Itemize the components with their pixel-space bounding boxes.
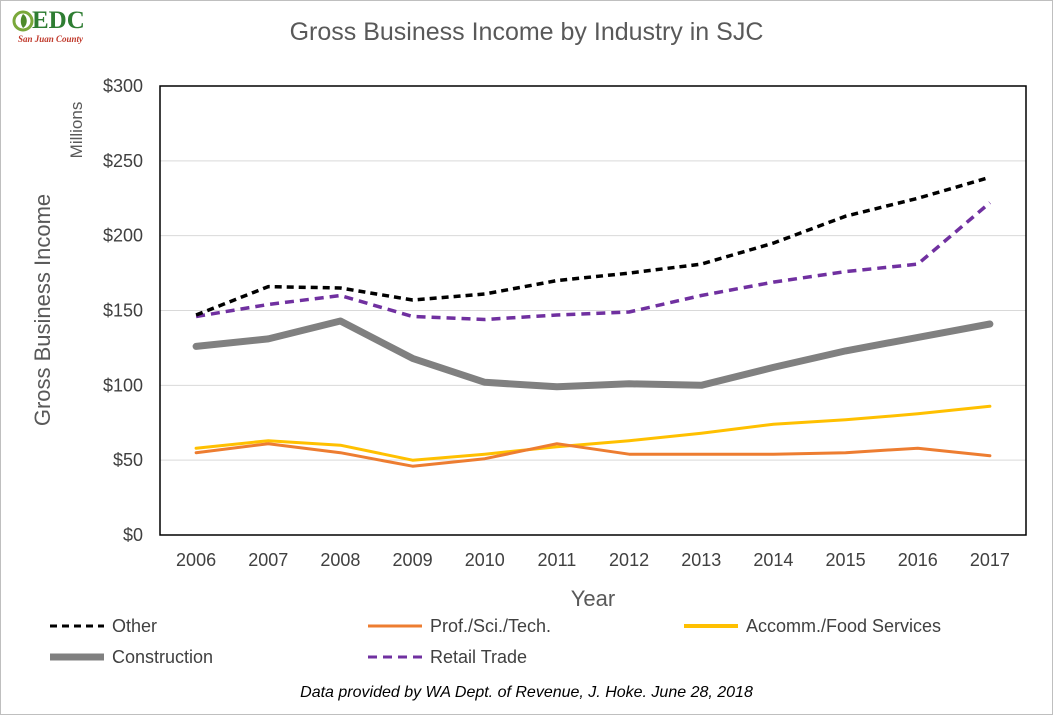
x-tick-label: 2008 <box>320 550 360 570</box>
series-line-construction <box>192 317 994 391</box>
y-tick-label: $200 <box>103 226 143 246</box>
legend-label-construction: Construction <box>112 646 214 667</box>
x-tick-label: 2015 <box>826 550 866 570</box>
legend-item-retail-trade: Retail Trade <box>366 643 527 671</box>
x-tick-label: 2012 <box>609 550 649 570</box>
gridlines <box>160 160 1026 461</box>
legend-label-accomm-food: Accomm./Food Services <box>746 615 942 636</box>
y-tick-labels: $0 $50 $100 $150 $200 $250 $300 <box>103 76 143 545</box>
y-axis-title: Gross Business Income <box>30 194 55 426</box>
legend-item-accomm-food: Accomm./Food Services <box>682 612 941 640</box>
legend-label-prof-sci-tech: Prof./Sci./Tech. <box>430 615 552 636</box>
legend-label-other: Other <box>112 615 158 636</box>
x-tick-labels: 2006 2007 2008 2009 2010 2011 2012 2013 2014 2015… <box>176 550 1010 570</box>
chart-title: Gross Business Income by Industry in SJC <box>289 18 764 46</box>
x-axis-title: Year <box>571 586 615 611</box>
y-tick-label: $300 <box>103 76 143 96</box>
logo-subtitle: San Juan County <box>18 34 84 44</box>
legend-item-construction: Construction <box>48 643 213 671</box>
plot-area: $0$50$100$150$200$250$300 2006 2007 2008 20… <box>30 76 1027 611</box>
x-tick-label: 2017 <box>970 550 1010 570</box>
y-tick-label: $100 <box>103 375 143 395</box>
legend-swatch-retail-trade <box>368 655 422 659</box>
x-tick-label: 2006 <box>176 550 216 570</box>
legend-swatch-prof-sci-tech <box>368 624 422 628</box>
x-tick-label: 2011 <box>538 550 577 570</box>
legend-label-retail-trade: Retail Trade <box>430 646 528 667</box>
units-label: Millions <box>67 102 86 159</box>
y-tick-label: $0 <box>123 525 143 545</box>
x-tick-label: 2009 <box>393 550 433 570</box>
series-line-retail-trade <box>195 201 992 322</box>
legend: Other Prof./Sci./Tech. Accomm./Food Serv… <box>0 612 1053 674</box>
plot-border <box>159 85 1027 536</box>
y-tick-label: $250 <box>103 151 143 171</box>
x-tick-label: 2014 <box>753 550 793 570</box>
legend-swatch-accomm-food <box>684 624 738 628</box>
legend-item-other: Other <box>48 612 157 640</box>
series-lines <box>192 175 994 468</box>
x-tick-label: 2010 <box>465 550 505 570</box>
logo-text: EDC <box>32 7 85 34</box>
x-tick-label: 2007 <box>248 550 288 570</box>
legend-swatch-construction <box>50 653 104 661</box>
source-note: Data provided by WA Dept. of Revenue, J.… <box>300 684 753 701</box>
leaf-icon <box>12 10 34 32</box>
edc-logo: EDC San Juan County <box>12 7 102 44</box>
legend-item-prof-sci-tech: Prof./Sci./Tech. <box>366 612 551 640</box>
series-line-accomm-food-services <box>194 404 992 462</box>
series-line-prof-sci-tech <box>194 442 992 468</box>
x-tick-label: 2013 <box>681 550 721 570</box>
x-tick-label: 2016 <box>898 550 938 570</box>
y-tick-label: $50 <box>113 450 143 470</box>
series-line-other <box>195 175 991 317</box>
y-tick-label: $150 <box>103 301 143 321</box>
legend-swatch-other <box>50 624 104 628</box>
